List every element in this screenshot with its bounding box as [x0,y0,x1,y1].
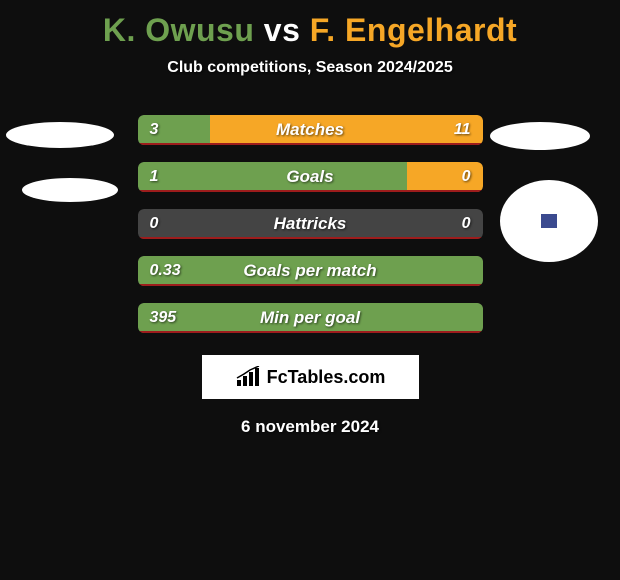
player-right-name: F. Engelhardt [300,12,517,48]
subtitle: Club competitions, Season 2024/2025 [0,59,620,77]
branding: FcTables.com [202,355,419,399]
bar-value-right: 0 [462,209,471,239]
bar-label: Min per goal [138,303,483,333]
page-title: K. Owusu vs F. Engelhardt [0,0,620,49]
bar-label: Goals per match [138,256,483,286]
stat-bar: 0.33 Goals per match [138,256,483,286]
stat-bar: 1 Goals 0 [138,162,483,192]
deco-circle [500,180,598,262]
bar-value-right: 11 [454,115,471,145]
branding-chart-icon [235,366,261,388]
deco-ellipse [22,178,118,202]
badge-icon [541,214,557,228]
stat-bar: 395 Min per goal [138,303,483,333]
bar-label: Hattricks [138,209,483,239]
stat-bars: 3 Matches 11 1 Goals 0 0 Hattricks 0 0.3… [138,115,483,333]
bar-label: Goals [138,162,483,192]
title-vs: vs [264,12,301,48]
deco-ellipse [490,122,590,150]
bar-label: Matches [138,115,483,145]
deco-ellipse [6,122,114,148]
stat-bar: 0 Hattricks 0 [138,209,483,239]
date: 6 november 2024 [0,417,620,437]
player-left-name: K. Owusu [103,12,264,48]
bar-value-right: 0 [462,162,471,192]
branding-text: FcTables.com [267,367,386,388]
stat-bar: 3 Matches 11 [138,115,483,145]
